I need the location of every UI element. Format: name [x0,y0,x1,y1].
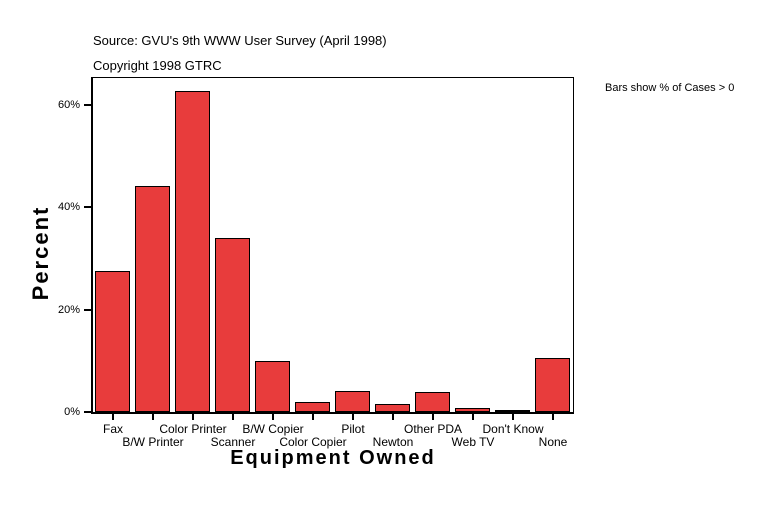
x-label-color-printer: Color Printer [159,422,227,436]
bar-pilot [335,391,370,412]
bar-other-pda [415,392,450,412]
y-tick-label-40: 40% [57,201,80,213]
y-tick-20 [84,309,91,311]
bar-b-w-copier [255,361,290,412]
bar-don-t-know [495,410,530,412]
x-tick-scanner [232,414,234,420]
x-tick-pilot [352,414,354,420]
bar-web-tv [455,408,490,412]
bar-scanner [215,238,250,412]
x-tick-other-pda [432,414,434,420]
y-tick-label-60: 60% [57,99,80,111]
x-label-b-w-printer: B/W Printer [122,435,184,449]
x-tick-none [552,414,554,420]
y-tick-label-0: 0% [64,406,80,418]
bar-none [535,358,570,412]
x-label-don-t-know: Don't Know [482,422,544,436]
y-tick-label-20: 20% [57,304,80,316]
x-label-scanner: Scanner [210,435,256,449]
x-tick-don-t-know [512,414,514,420]
x-tick-b-w-printer [152,414,154,420]
x-axis-title: Equipment Owned [230,447,436,469]
y-tick-0 [84,411,91,413]
x-label-newton: Newton [372,435,414,449]
x-label-color-copier: Color Copier [279,435,347,449]
x-tick-b-w-copier [272,414,274,420]
bar-color-printer [175,91,210,412]
x-tick-fax [112,414,114,420]
bar-fax [95,271,130,412]
x-label-none: None [538,435,568,449]
x-label-fax: Fax [102,422,123,436]
x-label-other-pda: Other PDA [403,422,463,436]
x-label-web-tv: Web TV [451,435,495,449]
chart-copyright-subtitle: Copyright 1998 GTRC [93,58,222,73]
y-tick-40 [84,206,91,208]
x-tick-color-copier [312,414,314,420]
chart-source-title: Source: GVU's 9th WWW User Survey (April… [93,33,387,48]
plot-area [91,77,574,414]
x-label-b-w-copier: B/W Copier [242,422,304,436]
x-tick-web-tv [472,414,474,420]
x-tick-newton [392,414,394,420]
x-tick-color-printer [192,414,194,420]
bars-note-annotation: Bars show % of Cases > 0 [605,82,735,94]
bar-b-w-printer [135,186,170,412]
bar-color-copier [295,402,330,412]
y-tick-60 [84,104,91,106]
bar-newton [375,404,410,412]
x-label-pilot: Pilot [341,422,365,436]
